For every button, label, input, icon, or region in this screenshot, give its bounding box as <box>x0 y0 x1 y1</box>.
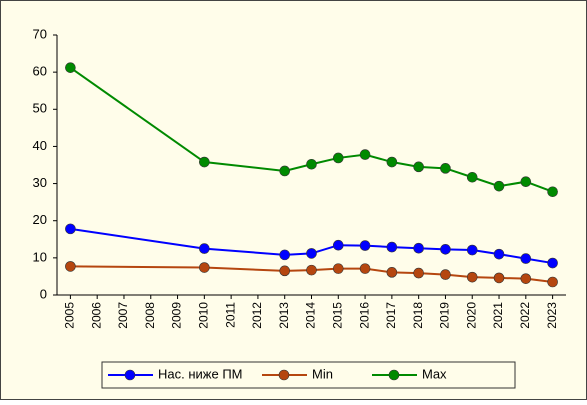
data-point <box>279 165 291 177</box>
data-point <box>413 242 424 254</box>
data-point <box>332 152 344 164</box>
data-point <box>359 149 371 160</box>
x-tick-label: 2011 <box>223 302 237 328</box>
legend-marker <box>278 369 290 381</box>
y-tick-label: 20 <box>33 212 47 227</box>
data-point <box>65 223 76 235</box>
data-point <box>466 171 478 183</box>
data-point <box>199 243 210 254</box>
x-tick-label: 2009 <box>170 302 184 329</box>
x-tick-label: 2007 <box>116 302 130 329</box>
data-point <box>332 263 344 274</box>
data-point <box>386 267 398 278</box>
x-tick-label: 2020 <box>464 302 478 329</box>
legend-box <box>101 361 516 389</box>
y-tick-label: 0 <box>40 286 47 301</box>
y-tick-label: 50 <box>33 101 47 116</box>
x-tick-label: 2006 <box>89 302 103 329</box>
data-point <box>279 249 291 261</box>
data-point <box>493 248 505 260</box>
data-point <box>547 186 558 198</box>
legend-label: Min <box>312 366 333 381</box>
x-tick-label: 2010 <box>197 302 211 329</box>
x-tick-label: 2022 <box>518 302 532 329</box>
x-tick-label: 2014 <box>304 302 318 329</box>
legend-marker <box>124 369 136 381</box>
data-point <box>520 273 532 284</box>
data-point <box>493 272 505 284</box>
legend-label: Max <box>422 366 447 381</box>
data-point <box>199 156 210 168</box>
y-tick-label: 70 <box>33 26 47 41</box>
x-tick-label: 2008 <box>143 302 157 329</box>
x-tick-label: 2005 <box>63 302 77 329</box>
x-tick-label: 2016 <box>357 302 371 329</box>
x-tick-label: 2021 <box>491 302 505 329</box>
data-point <box>386 156 398 168</box>
data-point <box>520 253 532 264</box>
data-point <box>413 161 424 173</box>
data-point <box>199 262 210 273</box>
data-point <box>306 248 317 259</box>
x-tick-label: 2023 <box>545 302 559 329</box>
data-point <box>440 269 451 280</box>
x-tick-label: 2012 <box>250 302 264 329</box>
x-tick-label: 2019 <box>438 302 452 329</box>
x-tick-label: 2013 <box>277 302 291 329</box>
legend-label: Нас. ниже ПМ <box>158 366 243 381</box>
data-point <box>440 163 451 174</box>
data-point <box>65 261 76 272</box>
x-tick-label: 2017 <box>384 302 398 329</box>
data-point <box>466 244 478 256</box>
data-point <box>279 265 291 277</box>
data-point <box>520 176 532 188</box>
data-point <box>466 271 478 283</box>
data-point <box>493 180 505 192</box>
data-point <box>440 244 451 255</box>
data-point <box>413 267 424 279</box>
y-tick-label: 40 <box>33 138 47 153</box>
data-point <box>332 239 344 251</box>
data-point <box>547 276 558 288</box>
data-point <box>306 158 317 170</box>
data-point <box>547 257 558 269</box>
y-tick-label: 10 <box>33 249 47 264</box>
y-tick-label: 30 <box>33 175 47 190</box>
data-point <box>306 264 317 276</box>
data-point <box>359 240 371 251</box>
legend-marker <box>388 369 400 381</box>
data-point <box>65 62 76 73</box>
y-tick-label: 60 <box>33 64 47 79</box>
data-point <box>386 241 398 253</box>
x-tick-label: 2018 <box>411 302 425 329</box>
x-tick-label: 2015 <box>330 302 344 329</box>
data-point <box>359 263 371 274</box>
